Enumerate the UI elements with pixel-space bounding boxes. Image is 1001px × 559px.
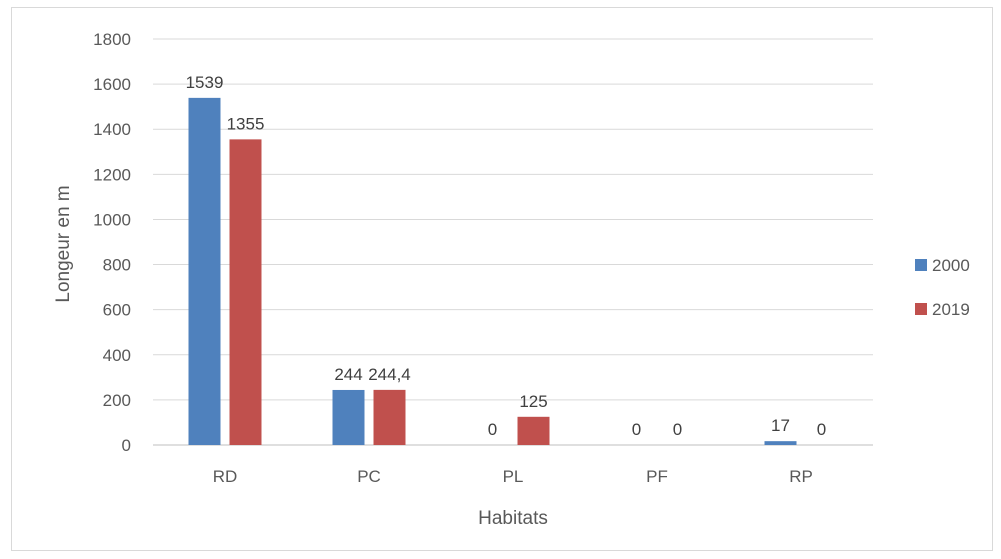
data-label: 1355 [227,114,265,133]
x-axis-title: Habitats [478,508,548,529]
y-tick-label: 400 [103,346,131,365]
y-tick-label: 600 [103,301,131,320]
chart-frame [11,7,993,551]
y-tick-label: 1800 [93,30,131,49]
data-label: 244,4 [368,365,411,384]
bar-2019-PC [373,389,406,445]
data-label: 0 [488,420,497,439]
bar-2019-RD [229,139,262,445]
x-tick-label: RD [213,467,238,486]
legend: 2000 2019 [915,256,970,319]
y-tick-label: 1600 [93,75,131,94]
bar-2000-RP [764,441,797,445]
bar-2000-PC [332,389,365,445]
data-label: 0 [632,420,641,439]
data-label: 1539 [186,73,224,92]
gridlines [153,38,873,446]
x-tick-label: PL [503,467,524,486]
legend-label: 2019 [932,300,970,319]
legend-swatch [915,259,927,271]
bars [188,97,797,446]
data-label: 17 [771,416,790,435]
x-tick-label: PC [357,467,381,486]
data-label: 125 [519,392,547,411]
x-tick-label: PF [646,467,668,486]
x-axis-ticks: RD PC PL PF RP [213,467,813,486]
y-axis-title: Longeur en m [53,185,74,302]
data-labels: 1539 1355 244 244,4 0 125 0 0 17 0 [186,73,827,439]
y-tick-label: 200 [103,391,131,410]
bar-2000-RD [188,97,221,446]
legend-swatch [915,303,927,315]
y-tick-label: 1200 [93,165,131,184]
y-tick-label: 1400 [93,120,131,139]
y-tick-label: 0 [122,436,131,455]
legend-label: 2000 [932,256,970,275]
bar-2019-PL [517,416,550,445]
y-tick-label: 1000 [93,210,131,229]
x-tick-label: RP [789,467,813,486]
data-label: 0 [673,420,682,439]
data-label: 244 [334,365,362,384]
y-axis-ticks: 0 200 400 600 800 1000 1200 1400 1600 1800 [93,30,131,455]
data-label: 0 [817,420,826,439]
y-tick-label: 800 [103,256,131,275]
